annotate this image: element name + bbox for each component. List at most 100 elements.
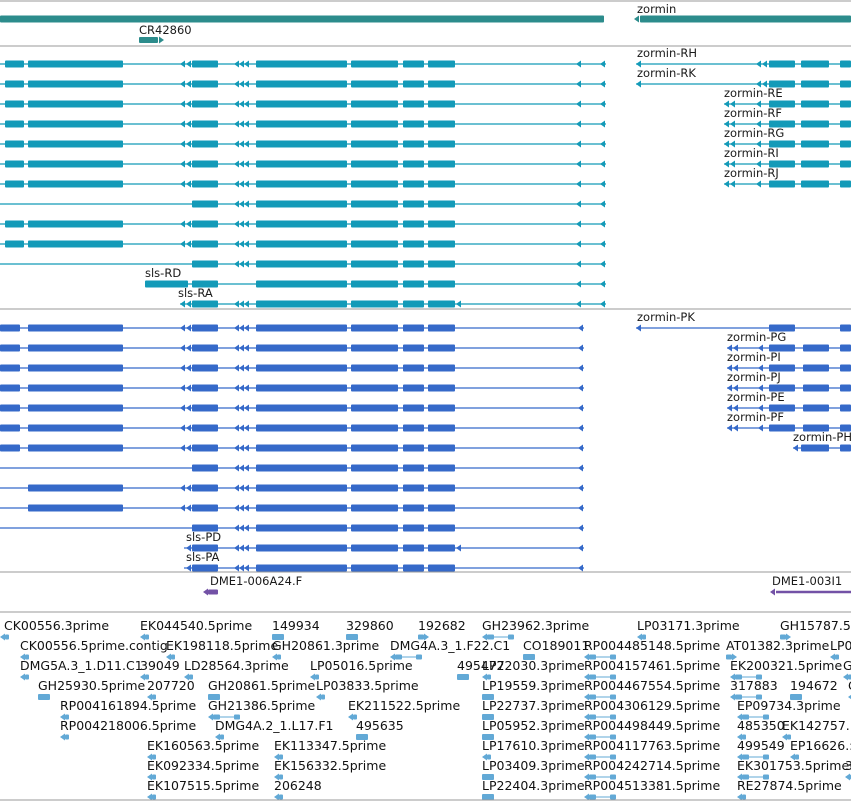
cds-model[interactable] xyxy=(0,424,584,432)
transcript-model[interactable] xyxy=(636,80,851,88)
transcript-model[interactable] xyxy=(724,100,851,108)
est-feature[interactable]: LD28564.3prime xyxy=(184,658,289,681)
transcript-label[interactable]: sls-RD xyxy=(145,266,181,280)
est-feature[interactable]: RP004157461.5prime xyxy=(584,658,720,681)
transcript-label[interactable]: zormin-RH xyxy=(637,46,697,60)
transcript-model[interactable] xyxy=(636,60,851,68)
transcript-model[interactable] xyxy=(0,140,606,148)
est-feature[interactable]: LP22404.3prime xyxy=(482,778,585,800)
cds-model[interactable] xyxy=(0,324,584,332)
est-feature[interactable]: GH21386.5prime xyxy=(208,698,315,721)
cds-label[interactable]: sls-PD xyxy=(186,530,221,544)
est-feature[interactable]: LP03171.3prime xyxy=(637,618,740,641)
est-feature[interactable]: 206248 xyxy=(274,778,322,801)
est-feature[interactable]: 149934 xyxy=(272,618,320,640)
cds-model[interactable] xyxy=(727,424,851,432)
est-feature[interactable]: CK00556.3prime xyxy=(0,618,109,641)
est-feature[interactable]: RP004218006.5prime xyxy=(60,718,196,741)
transcript-label[interactable]: zormin-RK xyxy=(637,66,696,80)
est-feature[interactable]: LP03833.5prime xyxy=(316,678,419,701)
est-feature[interactable]: LP22030.3prime xyxy=(482,658,585,681)
cds-model[interactable] xyxy=(636,324,851,332)
cds-label[interactable]: zormin-PE xyxy=(727,390,785,404)
cds-model[interactable] xyxy=(0,344,584,352)
gene-label[interactable]: zormin xyxy=(637,2,676,16)
cds-model[interactable] xyxy=(0,524,584,532)
est-feature[interactable]: 485350 xyxy=(737,718,785,741)
cds-model[interactable] xyxy=(0,404,584,412)
est-feature[interactable]: 39049 xyxy=(140,658,180,681)
est-feature[interactable]: 495477 xyxy=(457,658,505,680)
transcript-model[interactable] xyxy=(0,220,606,228)
gene-label[interactable]: CR42860 xyxy=(139,23,192,37)
est-feature[interactable]: GH23962.3prime xyxy=(482,618,589,641)
est-feature[interactable]: GH25930.5prime xyxy=(38,678,145,700)
cds-model[interactable] xyxy=(0,444,584,452)
transcript-model[interactable] xyxy=(0,240,606,248)
est-feature[interactable]: LP0 xyxy=(830,638,851,661)
est-feature[interactable]: DMG4A.2_1.L17.F1 xyxy=(215,718,333,741)
est-feature[interactable]: EK301753.5prime xyxy=(737,758,849,781)
est-feature[interactable]: EK200321.5prime xyxy=(730,658,842,681)
est-feature[interactable]: EK092334.5prime xyxy=(147,758,259,781)
est-feature[interactable]: EK156332.5prime xyxy=(274,758,386,781)
transcript-label[interactable]: zormin-RF xyxy=(724,106,782,120)
clone-label[interactable]: DME1-003I1 xyxy=(772,574,842,588)
transcript-label[interactable]: zormin-RJ xyxy=(724,166,779,180)
est-feature[interactable]: RP004161894.5prime xyxy=(60,698,196,721)
transcript-label[interactable]: zormin-RI xyxy=(724,146,779,160)
cds-label[interactable]: zormin-PI xyxy=(727,350,781,364)
est-feature[interactable]: EK142757. xyxy=(782,718,850,741)
transcript-label[interactable]: zormin-RE xyxy=(724,86,783,100)
est-feature[interactable]: 192682 xyxy=(418,618,466,641)
est-feature[interactable]: EK198118.5prime xyxy=(166,638,278,661)
transcript-model[interactable] xyxy=(724,180,851,188)
est-feature[interactable]: 3 xyxy=(845,758,851,781)
cds-model[interactable] xyxy=(0,384,584,392)
cds-model[interactable] xyxy=(0,504,584,512)
est-feature[interactable]: 194672 xyxy=(790,678,838,700)
est-feature[interactable]: 317883 xyxy=(730,678,778,701)
est-feature[interactable]: EP16626.: xyxy=(790,738,851,761)
est-feature[interactable]: GH20861.5prime xyxy=(208,678,315,700)
est-feature[interactable]: 207720 xyxy=(147,678,195,701)
clone-label[interactable]: DME1-006A24.F xyxy=(210,574,302,588)
cds-label[interactable]: zormin-PK xyxy=(637,310,695,324)
transcript-model[interactable] xyxy=(0,160,606,168)
est-feature[interactable]: LP03409.3prime xyxy=(482,758,585,780)
transcript-model[interactable] xyxy=(724,160,851,168)
transcript-model[interactable] xyxy=(0,60,606,68)
transcript-model[interactable] xyxy=(0,180,606,188)
cds-model[interactable] xyxy=(727,384,851,392)
cds-label[interactable]: zormin-PH xyxy=(793,430,851,444)
cds-label[interactable]: zormin-PG xyxy=(727,330,786,344)
est-feature[interactable]: DMG4A.3_1.F22.C1 xyxy=(390,638,510,661)
est-feature[interactable]: LP05016.5prime xyxy=(310,658,413,681)
transcript-label[interactable]: zormin-RG xyxy=(724,126,784,140)
transcript-model[interactable] xyxy=(0,100,606,108)
transcript-model[interactable] xyxy=(0,120,606,128)
cds-model[interactable] xyxy=(0,464,584,472)
est-feature[interactable]: RP004485148.5prime xyxy=(584,638,720,661)
transcript-model[interactable] xyxy=(724,140,851,148)
est-feature[interactable]: LP22737.3prime xyxy=(482,698,585,720)
transcript-model[interactable] xyxy=(0,80,606,88)
est-feature[interactable]: AT01382.3prime xyxy=(726,638,830,661)
est-feature[interactable]: LP05952.3prime xyxy=(482,718,585,740)
est-feature[interactable]: 329860 xyxy=(346,618,394,640)
cds-model[interactable] xyxy=(727,344,851,352)
transcript-model[interactable] xyxy=(180,300,606,308)
est-feature[interactable]: RP004306129.5prime xyxy=(584,698,720,721)
est-feature[interactable]: DMG5A.3_1.D11.C1 xyxy=(20,658,143,681)
est-feature[interactable]: EK160563.5prime xyxy=(147,738,259,761)
transcript-label[interactable]: sls-RA xyxy=(178,286,213,300)
cds-label[interactable]: zormin-PJ xyxy=(727,370,781,384)
est-feature[interactable]: RE27874.5prime xyxy=(737,778,842,801)
est-feature[interactable]: RP004117763.5prime xyxy=(584,738,720,761)
est-feature[interactable]: EK107515.5prime xyxy=(147,778,259,801)
est-feature[interactable]: RP004498449.5prime xyxy=(584,718,720,741)
est-feature[interactable]: GH15787.5 xyxy=(780,618,851,641)
cds-model[interactable] xyxy=(184,564,584,572)
cds-model[interactable] xyxy=(184,544,584,552)
est-feature[interactable]: EK044540.5prime xyxy=(140,618,252,641)
